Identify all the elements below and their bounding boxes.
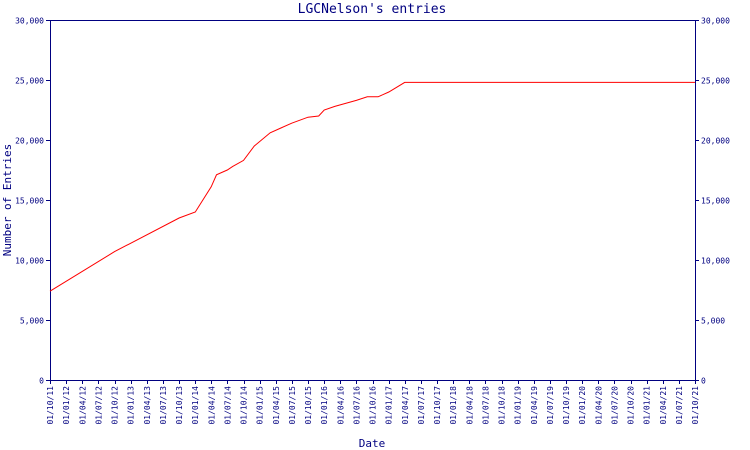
y-tick-label-left: 30,000 [15,17,44,26]
x-tick-label: 01/07/21 [675,386,684,425]
x-axis: 01/10/11 01/01/12 01/04/12 01/07/12 01/10/12… [46,380,700,425]
y-tick-label-left: 15,000 [15,197,44,206]
chart-title: LGCNelson's entries [298,2,447,17]
x-tick-label: 01/10/12 [111,386,120,425]
x-tick-label: 01/01/15 [256,386,265,425]
x-tick-label: 01/04/15 [272,386,281,425]
x-tick-label: 01/04/17 [401,386,410,425]
y-axis-label: Number of Entries [1,144,14,257]
x-tick-label: 01/07/20 [610,386,619,425]
x-tick-label: 01/07/13 [159,386,168,425]
x-tick-label: 01/01/17 [385,386,394,425]
y-tick-label-right: 0 [701,377,706,386]
y-axis-left: 0 5,000 10,000 15,000 20,000 25,000 30,000 [15,17,50,386]
y-tick-label-left: 5,000 [20,317,44,326]
y-tick-label-right: 10,000 [701,257,730,266]
x-tick-label: 01/07/12 [94,386,103,425]
x-tick-label: 01/01/12 [62,386,71,425]
x-axis-label: Date [359,437,386,450]
x-tick-label: 01/10/13 [175,386,184,425]
x-tick-label: 01/10/20 [627,386,636,425]
x-tick-label: 01/07/17 [417,386,426,425]
x-tick-label: 01/04/21 [659,386,668,425]
x-tick-label: 01/01/20 [578,386,587,425]
x-tick-label: 01/07/14 [223,386,232,425]
x-tick-label: 01/04/19 [530,386,539,425]
x-tick-label: 01/10/11 [46,386,55,425]
x-tick-label: 01/04/18 [465,386,474,425]
x-tick-label: 01/07/15 [288,386,297,425]
x-tick-label: 01/04/14 [207,386,216,425]
x-tick-label: 01/01/14 [191,386,200,425]
plot-frame [50,20,696,381]
x-tick-label: 01/10/15 [304,386,313,425]
x-tick-label: 01/10/14 [240,386,249,425]
y-tick-label-right: 30,000 [701,17,730,26]
y-tick-label-left: 20,000 [15,137,44,146]
series-layer [49,81,695,292]
x-tick-label: 01/01/19 [514,386,523,425]
x-tick-label: 01/04/12 [78,386,87,425]
y-tick-label-left: 0 [39,377,44,386]
y-tick-label-right: 5,000 [701,317,725,326]
entries-line [49,81,695,292]
x-tick-label: 01/01/21 [643,386,652,425]
x-tick-label: 01/01/16 [320,386,329,425]
y-tick-label-left: 25,000 [15,77,44,86]
x-tick-label: 01/04/16 [336,386,345,425]
y-tick-label-right: 15,000 [701,197,730,206]
y-axis-right: 0 5,000 10,000 15,000 20,000 25,000 30,000 [695,17,730,386]
x-tick-label: 01/10/19 [562,386,571,425]
x-tick-label: 01/10/21 [691,386,700,425]
x-tick-label: 01/07/18 [481,386,490,425]
x-tick-label: 01/04/13 [143,386,152,425]
y-tick-label-left: 10,000 [15,257,44,266]
x-tick-label: 01/01/13 [127,386,136,425]
x-tick-label: 01/04/20 [594,386,603,425]
x-tick-label: 01/10/17 [433,386,442,425]
x-tick-label: 01/10/16 [369,386,378,425]
y-tick-label-right: 25,000 [701,77,730,86]
x-tick-label: 01/07/19 [546,386,555,425]
x-tick-label: 01/07/16 [352,386,361,425]
x-tick-label: 01/01/18 [449,386,458,425]
y-tick-label-right: 20,000 [701,137,730,146]
x-tick-label: 01/10/18 [498,386,507,425]
